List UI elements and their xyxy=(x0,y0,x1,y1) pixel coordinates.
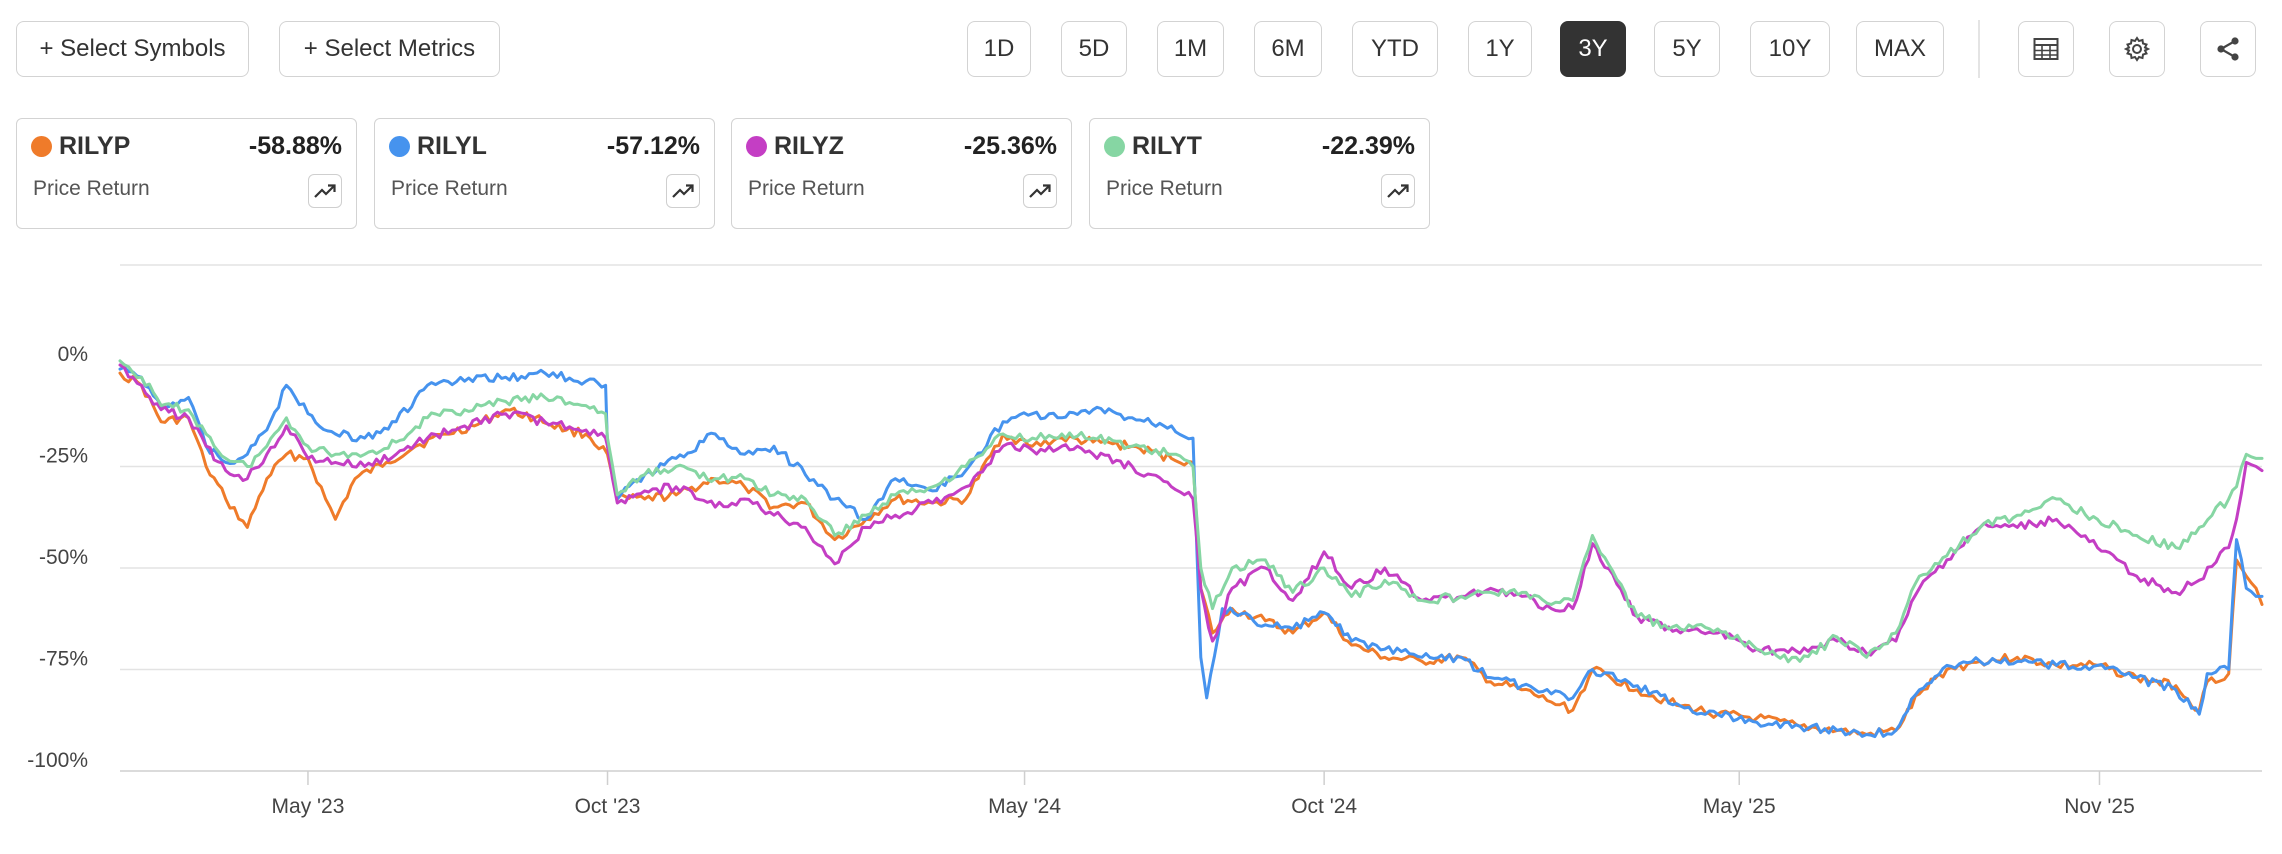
y-axis: 0% -25% -50% -75% -100% xyxy=(27,343,88,772)
y-tick-label: 0% xyxy=(58,343,88,366)
series-color-dot xyxy=(746,136,767,157)
table-view-button[interactable] xyxy=(2018,21,2074,77)
x-tick-label: May '24 xyxy=(988,795,1061,818)
select-metrics-button[interactable]: + Select Metrics xyxy=(279,21,500,77)
share-button[interactable] xyxy=(2200,21,2256,77)
range-1y-button[interactable]: 1Y xyxy=(1468,21,1532,77)
range-1d-button[interactable]: 1D xyxy=(967,21,1031,77)
price-return-value: -58.88% xyxy=(248,132,342,160)
trending-up-icon xyxy=(1029,184,1051,198)
range-10y-button[interactable]: 10Y xyxy=(1750,21,1830,77)
series-color-dot xyxy=(389,136,410,157)
symbol-card-rilyp[interactable]: RILYP -58.88% Price Return xyxy=(16,118,357,229)
toolbar-divider xyxy=(1978,20,1980,78)
symbol-label: RILYT xyxy=(1132,132,1202,160)
metric-label: Price Return xyxy=(391,177,508,200)
trend-chart-button[interactable] xyxy=(1381,174,1415,208)
symbol-label: RILYL xyxy=(417,132,487,160)
symbol-card-rilyl[interactable]: RILYL -57.12% Price Return xyxy=(374,118,715,229)
toolbar: + Select Symbols + Select Metrics 1D 5D … xyxy=(0,0,2282,100)
x-tick-label: May '23 xyxy=(272,795,345,818)
range-1m-button[interactable]: 1M xyxy=(1157,21,1224,77)
x-tick-label: Oct '24 xyxy=(1291,795,1357,818)
range-max-button[interactable]: MAX xyxy=(1856,21,1944,77)
range-6m-button[interactable]: 6M xyxy=(1254,21,1322,77)
series-line-rilyt xyxy=(118,359,2264,664)
trending-up-icon xyxy=(314,184,336,198)
series-color-dot xyxy=(1104,136,1125,157)
range-3y-button[interactable]: 3Y xyxy=(1560,21,1626,77)
trend-chart-button[interactable] xyxy=(308,174,342,208)
series-line-rilyp xyxy=(118,371,2264,738)
metric-label: Price Return xyxy=(748,177,865,200)
symbol-label: RILYP xyxy=(59,132,131,160)
trend-chart-button[interactable] xyxy=(666,174,700,208)
symbol-card-rilyt[interactable]: RILYT -22.39% Price Return xyxy=(1089,118,1430,229)
x-axis: May '23 Oct '23 May '24 Oct '24 May '25 Nov '… xyxy=(272,771,2135,818)
x-tick-label: Oct '23 xyxy=(575,795,641,818)
range-5d-button[interactable]: 5D xyxy=(1061,21,1127,77)
symbol-card-rilyz[interactable]: RILYZ -25.36% Price Return xyxy=(731,118,1072,229)
x-tick-label: May '25 xyxy=(1703,795,1776,818)
price-return-chart: 0%-25%-50%-75%-100% May '23 Oct '23 May '2… xyxy=(27,264,2264,818)
y-tick-label: -50% xyxy=(39,546,88,569)
y-tick-label: -25% xyxy=(39,445,88,468)
x-tick-label: Nov '25 xyxy=(2064,795,2135,818)
metric-label: Price Return xyxy=(33,177,150,200)
select-symbols-button[interactable]: + Select Symbols xyxy=(16,21,249,77)
metric-label: Price Return xyxy=(1106,177,1223,200)
series-line-rilyl xyxy=(118,365,2264,739)
series-color-dot xyxy=(31,136,52,157)
range-ytd-button[interactable]: YTD xyxy=(1352,21,1438,77)
price-return-value: -57.12% xyxy=(606,132,700,160)
price-return-value: -25.36% xyxy=(963,132,1057,160)
settings-button[interactable] xyxy=(2109,21,2165,77)
trending-up-icon xyxy=(672,184,694,198)
series-line-rilyz xyxy=(118,363,2264,657)
chart-grid xyxy=(120,264,2262,772)
y-tick-label: -75% xyxy=(39,648,88,671)
price-return-value: -22.39% xyxy=(1321,132,1415,160)
y-tick-label: -100% xyxy=(27,749,88,772)
table-icon xyxy=(2033,38,2059,60)
range-5y-button[interactable]: 5Y xyxy=(1654,21,1720,77)
trend-chart-button[interactable] xyxy=(1023,174,1057,208)
trending-up-icon xyxy=(1387,184,1409,198)
share-icon xyxy=(2217,37,2239,61)
gear-icon xyxy=(2124,36,2150,62)
series-lines xyxy=(118,359,2264,739)
symbol-label: RILYZ xyxy=(774,132,844,160)
